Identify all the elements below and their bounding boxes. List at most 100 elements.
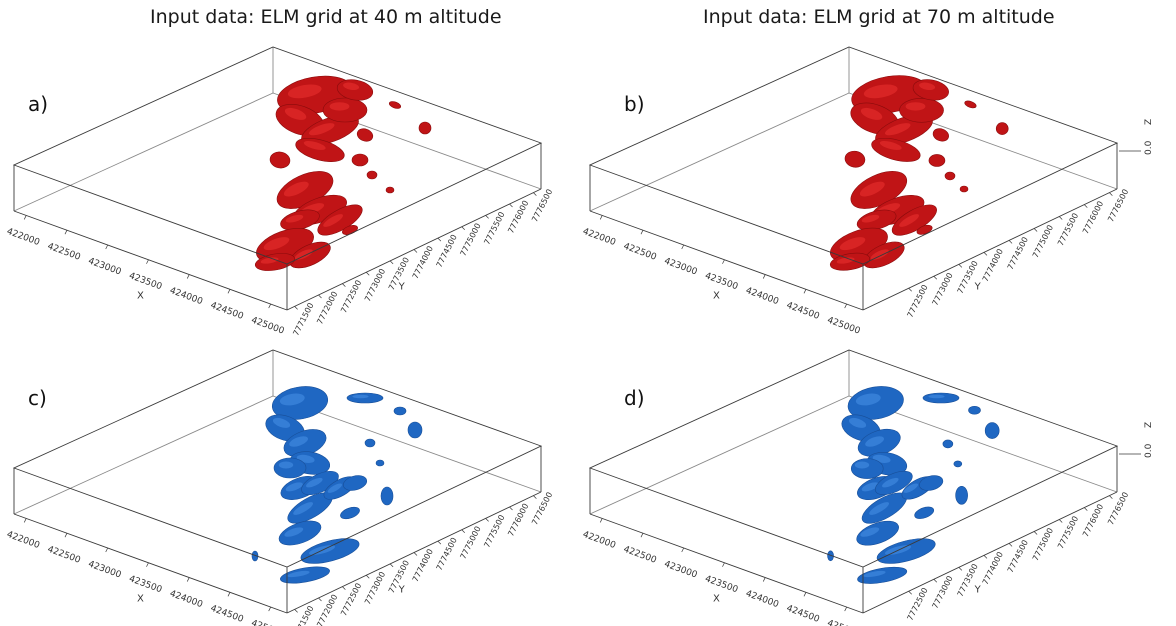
x-tick-mark [186,274,190,279]
anomaly-blob [300,538,360,564]
anomaly-highlight [882,477,899,488]
panel-a: a) 422000 422500 423000 423500 424000 424500 4… [0,0,588,337]
x-tick-mark [599,518,603,523]
anomaly-highlight [352,394,369,399]
x-tick-mark [681,547,685,553]
x-tick-label: 423500 [703,574,739,595]
y-tick-label: 7771500 [291,604,315,626]
anomaly-highlight [284,527,304,537]
y-tick-mark [318,294,322,299]
anomaly-highlight [870,249,889,260]
block-model-3d: 4220004225004230004235004240004245004250… [5,349,554,626]
anomaly-highlight [905,102,926,111]
x-tick-mark [64,533,68,538]
x-tick-label: 425000 [250,619,286,626]
anomaly-highlight [287,84,322,99]
y-tick-mark [1033,228,1038,232]
anomaly-blob [366,170,378,180]
x-tick-mark [23,518,27,523]
x-tick-label: 422000 [581,227,617,248]
x-tick-mark [681,244,685,250]
anomaly-blob [995,122,1009,135]
x-tick-label: 424000 [168,589,204,610]
anomaly-blob [271,386,329,420]
anomaly-blob [380,486,394,506]
anomaly-blob [375,459,385,467]
anomaly-blob [984,422,1000,439]
box-edge-hidden [13,92,274,212]
anomaly-blob [964,100,977,109]
anomaly-highlight [859,181,885,197]
anomaly-highlight [899,214,919,227]
z-tick-label: 0.0 [1144,443,1154,458]
x-tick-mark [227,592,231,597]
anomaly-blob [393,406,407,416]
y-tick-mark [533,192,537,196]
y-tick-mark [908,590,912,595]
y-tick-mark [342,586,346,590]
x-tick-mark [722,562,725,567]
y-tick-mark [294,609,298,613]
anomaly-highlight [839,237,866,251]
anomaly-blob [356,128,374,142]
anomaly-highlight [287,570,310,578]
x-axis-label: X [713,594,720,605]
x-tick-label: 423000 [87,256,123,277]
x-tick-mark [722,259,725,264]
anomaly-highlight [928,394,945,399]
anomaly-blob [944,171,956,181]
x-tick-label: 422000 [581,530,617,551]
anomaly-blob [346,392,384,404]
y-tick-mark [1008,543,1013,547]
anomaly-highlight [272,417,291,428]
y-tick-mark [1084,507,1088,511]
x-tick-mark [23,215,27,220]
block-model-3d: 4220004225004230004235004240004245004250… [5,46,554,337]
x-tick-label: 422000 [5,530,41,551]
x-axis-label: X [713,291,720,302]
y-tick-mark [1008,240,1013,244]
anomaly-blob [968,405,981,415]
anomaly-highlight [263,237,290,251]
box-edge-hidden [589,395,850,515]
anomaly-blob [364,438,376,448]
x-tick-mark [268,606,272,612]
y-tick-mark [1058,216,1063,220]
panel-label: a) [28,92,49,116]
anomaly-blob [322,97,368,123]
x-tick-mark [844,303,848,309]
anomaly-blob [827,550,834,562]
panel-c: c) 4220004225004230004235004240004245004… [0,303,588,626]
x-tick-mark [227,289,231,294]
blue-anomaly-isosurface [827,386,1000,584]
z-axis-label: Z [1144,422,1154,428]
y-tick-mark [533,495,537,499]
y-axis-label: Y [974,282,982,293]
y-tick-mark [1058,519,1063,523]
anomaly-highlight [848,417,867,428]
anomaly-blob [922,392,960,404]
anomaly-blob [251,550,259,562]
x-tick-mark [146,562,149,567]
x-tick-mark [599,215,603,220]
x-tick-label: 423500 [703,271,739,292]
x-tick-label: 424500 [785,604,821,625]
anomaly-blob [899,97,944,123]
y-tick-mark [485,518,489,522]
panel-label: d) [624,386,645,410]
y-axis-label: Y [398,282,406,293]
anomaly-blob [959,185,969,193]
anomaly-blob [955,486,968,505]
y-tick-mark [908,287,912,292]
x-tick-label: 422500 [622,242,658,263]
x-tick-mark [105,244,109,250]
anomaly-blob [351,153,369,167]
anomaly-highlight [323,214,343,227]
z-axis-label: Z [1144,119,1154,125]
x-tick-label: 424000 [744,589,780,610]
y-tick-mark [366,575,370,579]
anomaly-blob [914,506,935,519]
box-top-face [12,349,543,568]
anomaly-highlight [884,123,911,136]
anomaly-highlight [308,123,335,136]
